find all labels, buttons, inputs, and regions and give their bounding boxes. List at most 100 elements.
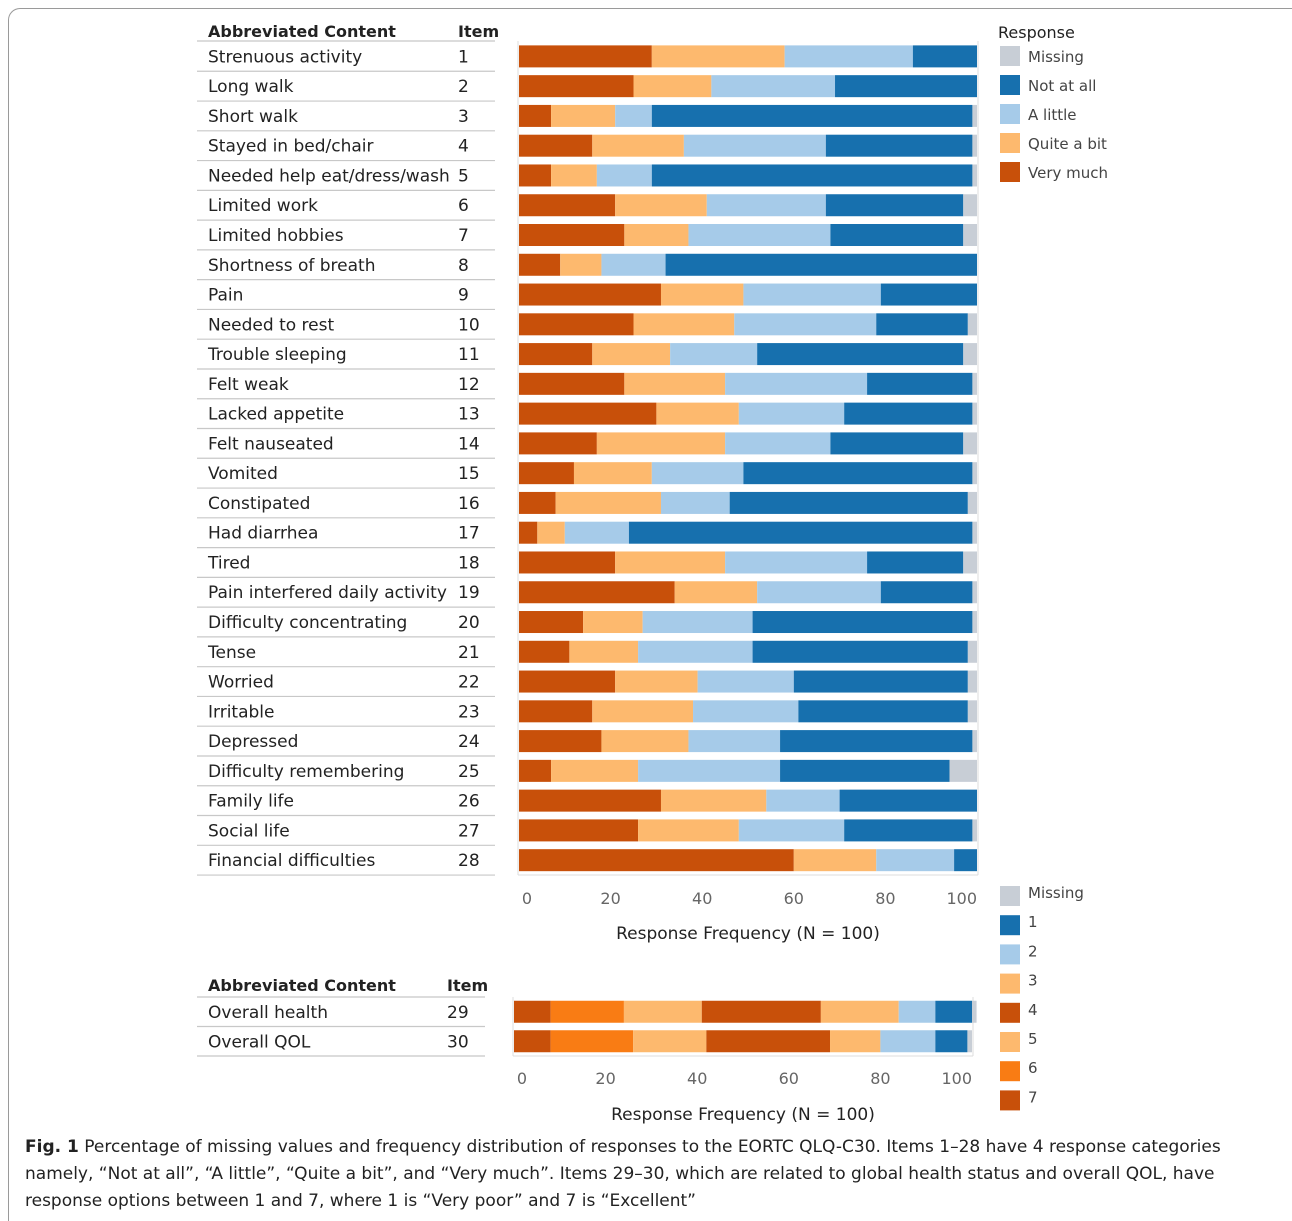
chart1-bar-segment-a-little [564,521,629,544]
chart2-bar-segment-6 [550,1000,624,1023]
chart1-bar-segment-very-much [519,253,561,276]
chart1-bar-segment-a-little [757,581,881,604]
chart2-bar-segment-7 [514,1030,551,1053]
chart1-bar-segment-quite-a-bit [674,581,758,604]
chart1-row-label: Vomited [208,464,278,484]
chart1-bar-segment-a-little [688,224,831,247]
chart1-bar-segment-not-at-all [830,432,964,455]
chart1-bar-segment-very-much [519,611,584,634]
chart1-row-label: Needed to rest [208,315,334,335]
chart1-row-item-number: 25 [458,762,480,782]
chart1-row-item-number: 21 [458,643,480,663]
chart1-row-item-number: 18 [458,553,480,573]
chart1-row-item-number: 6 [458,196,469,216]
chart2-bar-segment-2 [880,1030,936,1053]
chart1-row-item-number: 27 [458,821,480,841]
chart2-bar-segment-4 [706,1030,831,1053]
chart1-bar-segment-a-little [638,640,753,663]
chart1-bar-segment-very-much [519,670,616,693]
chart1-row-item-number: 12 [458,375,480,395]
chart1-bar-segment-missing [972,402,977,425]
chart1-row-label: Difficulty remembering [208,762,404,782]
chart2-legend-label: 3 [1028,972,1038,990]
chart2-bar-segment-3 [830,1030,881,1053]
chart2-x-axis-title: Response Frequency (N = 100) [611,1105,875,1125]
chart1-bar-segment-a-little [738,402,845,425]
chart1-bar-segment-very-much [519,551,616,574]
chart1-bar-segment-very-much [519,164,552,187]
caption-label: Fig. 1 [25,1137,79,1157]
chart2-bar-segment-2 [898,1000,936,1023]
chart1-bar-segment-very-much [519,849,794,872]
chart1-bar-segment-missing [972,164,977,187]
chart1-row-item-number: 20 [458,613,480,633]
chart1-bar-segment-quite-a-bit [651,45,785,68]
chart1-row-item-number: 3 [458,107,469,127]
chart1-bar-segment-not-at-all [752,640,968,663]
chart1-bar-segment-very-much [519,372,625,395]
chart1-bar-segment-a-little [711,75,836,98]
chart1-legend-swatch [1000,162,1020,182]
chart2-x-tick-label: 0 [517,1069,527,1088]
chart2-legend-label: 7 [1028,1088,1038,1106]
chart1-row-label: Needed help eat/dress/wash [208,166,450,186]
chart1-row-label: Trouble sleeping [207,345,347,365]
chart1-header-content: Abbreviated Content [208,22,396,41]
chart1-bar-segment-missing [972,134,977,157]
chart1-row-label: Tired [207,553,250,573]
chart2-bar-segment-4 [701,1000,821,1023]
chart1-bar-segment-not-at-all [628,521,973,544]
chart1-bar-segment-not-at-all [651,104,973,127]
chart1-bar-segment-very-much [519,819,639,842]
chart1-row-item-number: 24 [458,732,480,752]
chart1-row-label: Pain [208,286,243,306]
chart1-x-tick-label: 80 [875,889,895,908]
chart1-row-item-number: 23 [458,702,480,722]
chart1-bar-segment-quite-a-bit [615,670,698,693]
chart1-bar-segment-not-at-all [880,581,973,604]
chart1-row-item-number: 14 [458,434,480,454]
chart1-bar-segment-quite-a-bit [660,789,767,812]
chart1-bar-segment-not-at-all [867,372,973,395]
chart2-x-tick-label: 40 [687,1069,707,1088]
chart1-header-item: Item [458,22,499,41]
chart1-row-item-number: 16 [458,494,480,514]
chart1-bar-segment-not-at-all [830,224,964,247]
chart1-bar-segment-not-at-all [880,283,977,306]
chart1-bar-segment-quite-a-bit [624,224,689,247]
chart1-bar-segment-quite-a-bit [551,104,616,127]
chart1-x-tick-label: 40 [692,889,712,908]
chart1-bar-segment-a-little [596,164,652,187]
chart1-bar-segment-a-little [660,491,730,514]
chart2-bar-segment-6 [550,1030,634,1053]
chart2-legend-swatch [1000,973,1020,994]
chart1-row-label: Limited work [208,196,318,216]
chart1-bar-segment-not-at-all [743,462,973,485]
chart1-legend-title: Response [998,23,1075,42]
chart2-legend-label: 4 [1028,1001,1038,1019]
chart1-bar-segment-a-little [766,789,840,812]
chart2-legend-label: 6 [1028,1059,1038,1077]
chart1-row-item-number: 7 [458,226,469,246]
chart1-row-label: Long walk [208,77,294,97]
chart1-bar-segment-missing [972,611,977,634]
chart1-bar-segment-missing [963,551,977,574]
chart1-bar-segment-very-much [519,134,593,157]
chart1-bar-segment-not-at-all [798,700,968,723]
chart1-row-label: Family life [208,792,294,812]
chart2-x-tick-label: 80 [870,1069,890,1088]
chart2-legend-swatch [1000,915,1020,936]
chart1-row-label: Had diarrhea [208,524,318,544]
chart1-bar-segment-quite-a-bit [569,640,639,663]
chart1-bar-segment-not-at-all [844,402,973,425]
chart1-bar-segment-not-at-all [839,789,977,812]
chart1-legend-label: Not at all [1028,77,1096,95]
chart1-bar-segment-quite-a-bit [596,432,726,455]
chart1-x-tick-label: 60 [784,889,804,908]
chart1-bar-segment-very-much [519,194,616,217]
chart1-row-label: Short walk [208,107,298,127]
chart1-row-item-number: 22 [458,673,480,693]
chart1-bar-segment-not-at-all [752,611,973,634]
chart1-legend-swatch [1000,104,1020,124]
chart1-row-label: Stayed in bed/chair [208,137,374,157]
